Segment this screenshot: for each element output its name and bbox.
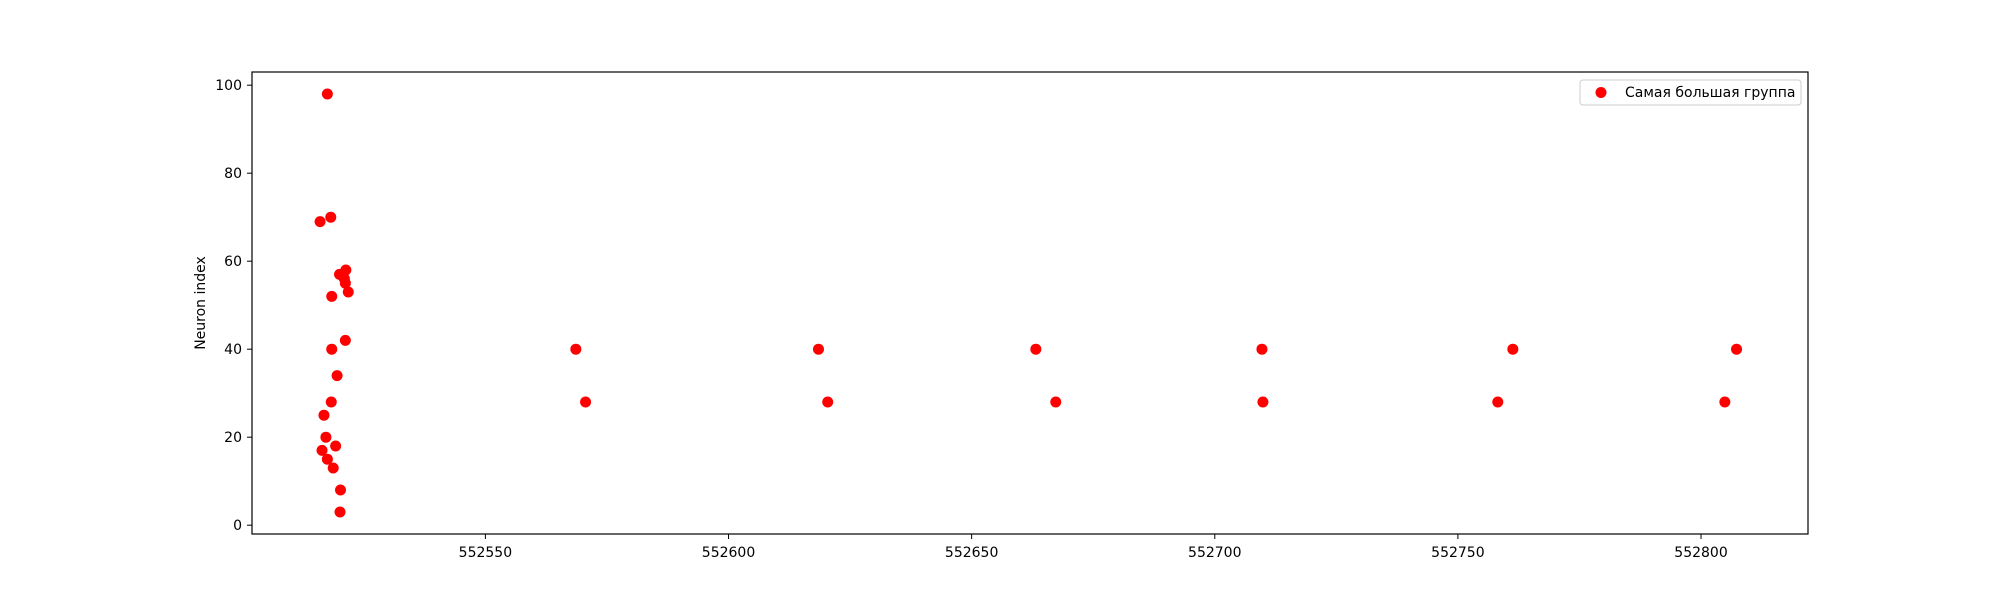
y-tick-label: 40 <box>224 342 242 358</box>
data-point <box>1256 343 1268 355</box>
data-point <box>330 440 342 452</box>
data-point <box>570 343 582 355</box>
y-tick-label: 100 <box>215 78 242 94</box>
data-point <box>342 286 354 298</box>
y-tick-label: 20 <box>224 430 242 446</box>
data-point <box>1050 396 1062 408</box>
data-point <box>321 88 333 100</box>
legend-box <box>1579 79 1802 106</box>
data-point <box>321 453 333 465</box>
data-point <box>316 444 328 456</box>
data-point <box>334 506 346 518</box>
data-point <box>822 396 834 408</box>
plot-area <box>252 72 1808 534</box>
data-point <box>327 462 339 474</box>
data-point <box>339 277 351 289</box>
data-point <box>340 264 352 276</box>
data-points <box>314 88 1743 518</box>
plot-frame <box>251 71 1809 535</box>
data-point <box>1507 343 1519 355</box>
y-tick-label: 80 <box>224 166 242 182</box>
data-point <box>331 370 343 382</box>
data-point <box>320 431 332 443</box>
data-point <box>326 343 338 355</box>
y-tick-label: 0 <box>233 518 242 534</box>
data-point <box>1731 343 1743 355</box>
legend-label: Самая большая группа <box>1625 85 1795 101</box>
x-tick-label: 552650 <box>945 545 998 561</box>
data-point <box>1719 396 1731 408</box>
data-point <box>325 396 337 408</box>
x-axis-ticks: 552550 552600 552650 552700 552750 552800 <box>459 534 1728 561</box>
data-point <box>334 484 346 496</box>
y-axis-label: Neuron index <box>193 256 209 350</box>
data-point <box>339 334 351 346</box>
data-point <box>812 343 824 355</box>
x-tick-label: 552600 <box>702 545 755 561</box>
x-tick-label: 552700 <box>1188 545 1241 561</box>
data-point <box>318 409 330 421</box>
x-tick-label: 552750 <box>1431 545 1484 561</box>
data-point <box>326 290 338 302</box>
data-point <box>314 216 326 228</box>
y-axis-ticks: 0 20 40 60 80 100 <box>215 78 252 534</box>
x-tick-label: 552800 <box>1674 545 1727 561</box>
data-point <box>1492 396 1504 408</box>
data-point <box>325 211 337 223</box>
data-point <box>580 396 592 408</box>
legend-marker <box>1595 87 1607 98</box>
data-point <box>1030 343 1042 355</box>
legend: Самая большая группа <box>1579 79 1802 106</box>
data-point <box>1257 396 1269 408</box>
y-tick-label: 60 <box>224 254 242 270</box>
x-tick-label: 552550 <box>459 545 512 561</box>
